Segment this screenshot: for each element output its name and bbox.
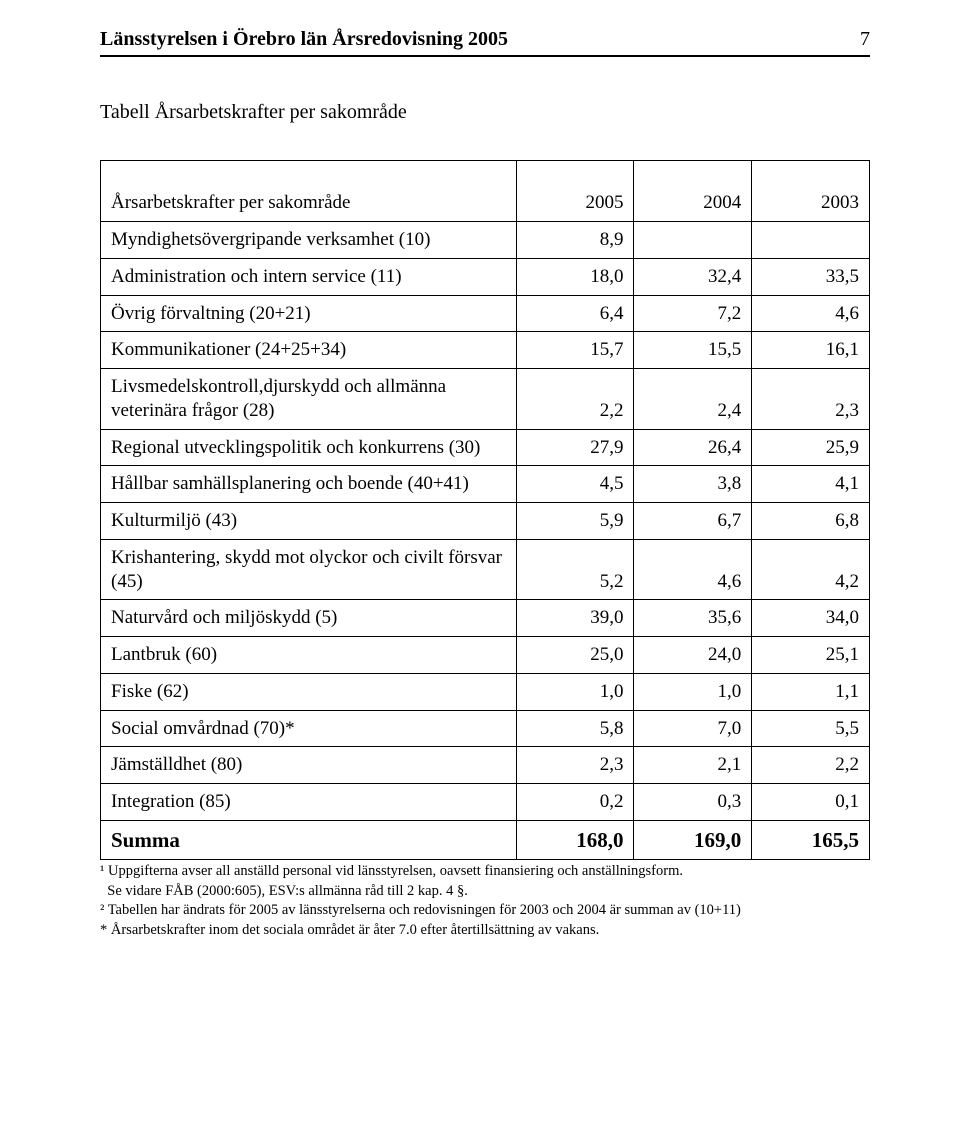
cell-value: 4,6: [752, 295, 870, 332]
cell-value: 32,4: [634, 258, 752, 295]
cell-value: 6,8: [752, 503, 870, 540]
table-row: Kommunikationer (24+25+34)15,715,516,1: [101, 332, 870, 369]
row-label: Hållbar samhällsplanering och boende (40…: [101, 466, 517, 503]
table-row: Övrig förvaltning (20+21)6,47,24,6: [101, 295, 870, 332]
cell-value: 0,1: [752, 784, 870, 821]
cell-value: 5,5: [752, 710, 870, 747]
table-row: Lantbruk (60)25,024,025,1: [101, 637, 870, 674]
cell-value: 25,9: [752, 429, 870, 466]
row-label: Fiske (62): [101, 673, 517, 710]
table-row: Integration (85)0,20,30,1: [101, 784, 870, 821]
table-row: Fiske (62)1,01,01,1: [101, 673, 870, 710]
cell-value: 25,0: [516, 637, 634, 674]
cell-value: 6,4: [516, 295, 634, 332]
sum-value: 168,0: [516, 820, 634, 859]
document-page: Länsstyrelsen i Örebro län Årsredovisnin…: [0, 0, 960, 1132]
table-row: Regional utvecklingspolitik och konkurre…: [101, 429, 870, 466]
table-sum-row: Summa168,0169,0165,5: [101, 820, 870, 859]
cell-value: 5,2: [516, 539, 634, 600]
table-row: Hållbar samhällsplanering och boende (40…: [101, 466, 870, 503]
cell-value: 15,7: [516, 332, 634, 369]
table-row: Social omvårdnad (70)*5,87,05,5: [101, 710, 870, 747]
cell-value: 0,2: [516, 784, 634, 821]
cell-value: 7,2: [634, 295, 752, 332]
table-body: Myndighetsövergripande verksamhet (10)8,…: [101, 222, 870, 860]
row-label: Lantbruk (60): [101, 637, 517, 674]
cell-value: 2,4: [634, 369, 752, 430]
cell-value: 0,3: [634, 784, 752, 821]
cell-value: 1,1: [752, 673, 870, 710]
table-row: Naturvård och miljöskydd (5)39,035,634,0: [101, 600, 870, 637]
row-label: Social omvårdnad (70)*: [101, 710, 517, 747]
table-row: Kulturmiljö (43)5,96,76,8: [101, 503, 870, 540]
sum-value: 169,0: [634, 820, 752, 859]
row-label: Livsmedelskontroll,djurskydd och allmänn…: [101, 369, 517, 430]
cell-value: 25,1: [752, 637, 870, 674]
cell-value: 16,1: [752, 332, 870, 369]
cell-value: 2,3: [516, 747, 634, 784]
table-row: Administration och intern service (11)18…: [101, 258, 870, 295]
cell-value: 4,6: [634, 539, 752, 600]
footnote-2: ² Tabellen har ändrats för 2005 av länss…: [100, 901, 870, 921]
cell-value: 2,3: [752, 369, 870, 430]
cell-value: 39,0: [516, 600, 634, 637]
data-table: Årsarbetskrafter per sakområde 2005 2004…: [100, 160, 870, 860]
col-header-2003: 2003: [752, 161, 870, 222]
cell-value: 5,9: [516, 503, 634, 540]
cell-value: 3,8: [634, 466, 752, 503]
cell-value: 2,2: [752, 747, 870, 784]
row-label: Jämställdhet (80): [101, 747, 517, 784]
col-header-2005: 2005: [516, 161, 634, 222]
cell-value: 8,9: [516, 222, 634, 259]
cell-value: 4,1: [752, 466, 870, 503]
cell-value: 34,0: [752, 600, 870, 637]
col-header-label: Årsarbetskrafter per sakområde: [101, 161, 517, 222]
table-row: Krishantering, skydd mot olyckor och civ…: [101, 539, 870, 600]
cell-value: 2,2: [516, 369, 634, 430]
row-label: Kulturmiljö (43): [101, 503, 517, 540]
cell-value: 26,4: [634, 429, 752, 466]
cell-value: 24,0: [634, 637, 752, 674]
row-label: Myndighetsövergripande verksamhet (10): [101, 222, 517, 259]
cell-value: 35,6: [634, 600, 752, 637]
table-header-row: Årsarbetskrafter per sakområde 2005 2004…: [101, 161, 870, 222]
cell-value: [634, 222, 752, 259]
table-row: Myndighetsövergripande verksamhet (10)8,…: [101, 222, 870, 259]
cell-value: 27,9: [516, 429, 634, 466]
footnote-1b: Se vidare FÅB (2000:605), ESV:s allmänna…: [100, 882, 870, 902]
cell-value: 1,0: [516, 673, 634, 710]
cell-value: 18,0: [516, 258, 634, 295]
cell-value: 15,5: [634, 332, 752, 369]
row-label: Regional utvecklingspolitik och konkurre…: [101, 429, 517, 466]
row-label: Naturvård och miljöskydd (5): [101, 600, 517, 637]
cell-value: 33,5: [752, 258, 870, 295]
row-label: Administration och intern service (11): [101, 258, 517, 295]
footnote-star: * Årsarbetskrafter inom det sociala områ…: [100, 921, 870, 941]
cell-value: 4,5: [516, 466, 634, 503]
sum-label: Summa: [101, 820, 517, 859]
header-page-number: 7: [860, 28, 870, 51]
row-label: Kommunikationer (24+25+34): [101, 332, 517, 369]
cell-value: 1,0: [634, 673, 752, 710]
sum-value: 165,5: [752, 820, 870, 859]
row-label: Övrig förvaltning (20+21): [101, 295, 517, 332]
row-label: Krishantering, skydd mot olyckor och civ…: [101, 539, 517, 600]
row-label: Integration (85): [101, 784, 517, 821]
header-title: Länsstyrelsen i Örebro län Årsredovisnin…: [100, 28, 508, 51]
col-header-2004: 2004: [634, 161, 752, 222]
cell-value: 4,2: [752, 539, 870, 600]
page-header: Länsstyrelsen i Örebro län Årsredovisnin…: [100, 28, 870, 57]
footnote-1: ¹ Uppgifterna avser all anställd persona…: [100, 862, 870, 882]
cell-value: 2,1: [634, 747, 752, 784]
table-row: Livsmedelskontroll,djurskydd och allmänn…: [101, 369, 870, 430]
table-row: Jämställdhet (80)2,32,12,2: [101, 747, 870, 784]
table-title: Tabell Årsarbetskrafter per sakområde: [100, 101, 870, 124]
cell-value: 6,7: [634, 503, 752, 540]
cell-value: 5,8: [516, 710, 634, 747]
cell-value: 7,0: [634, 710, 752, 747]
footnotes: ¹ Uppgifterna avser all anställd persona…: [100, 862, 870, 940]
cell-value: [752, 222, 870, 259]
